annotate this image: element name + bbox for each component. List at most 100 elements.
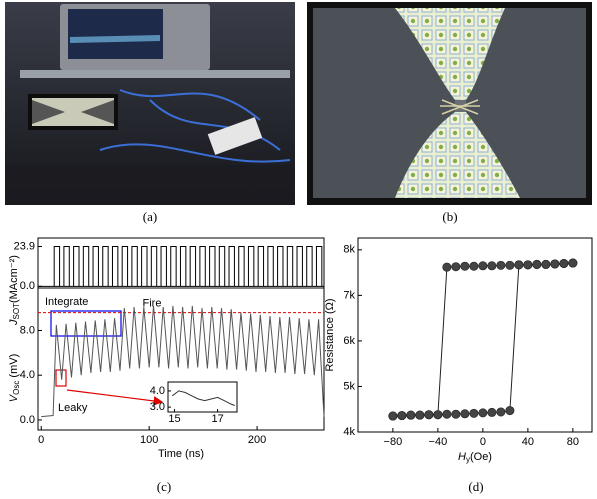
loop-line xyxy=(392,262,573,417)
y-tick-label: 7k xyxy=(343,289,355,301)
pulse xyxy=(53,246,61,287)
pulse xyxy=(63,246,70,287)
label-symbol: J xyxy=(8,319,20,326)
plot-frame xyxy=(357,237,593,433)
pulse xyxy=(218,246,226,287)
pulse xyxy=(296,246,303,287)
x-tick-label: 100 xyxy=(140,434,158,446)
right-pad xyxy=(466,8,586,198)
loop-line xyxy=(392,262,573,417)
waveform xyxy=(41,305,325,418)
pulse xyxy=(189,246,197,287)
pulse xyxy=(131,246,138,287)
x-tick-label: 200 xyxy=(248,434,266,446)
pulse xyxy=(209,246,216,287)
pulse xyxy=(111,246,119,287)
pulse xyxy=(121,246,129,287)
pulse xyxy=(73,246,80,287)
pulse xyxy=(306,246,313,287)
inset-x-tick-label: 15 xyxy=(168,413,180,425)
data-point xyxy=(424,410,434,420)
y-tick-label: 0.0 xyxy=(20,280,35,292)
y-tick-label: 23.9 xyxy=(14,240,35,252)
data-point xyxy=(451,409,461,419)
annotation: Leaky xyxy=(58,402,88,414)
y-tick-label: 6k xyxy=(343,335,355,347)
data-point xyxy=(442,409,452,419)
pulse xyxy=(179,246,187,287)
caption: (b) xyxy=(442,209,457,224)
y-tick-label: 8.0 xyxy=(20,324,35,336)
data-point xyxy=(460,409,470,419)
data-point xyxy=(496,407,506,417)
data-point xyxy=(559,259,569,269)
data-point xyxy=(523,260,533,270)
caption: (a) xyxy=(143,209,157,224)
y-axis-label: Resistance (Ω) xyxy=(324,298,336,371)
integrate-box xyxy=(50,310,122,337)
instrument-label xyxy=(207,117,263,155)
x-tick-label: 0 xyxy=(38,434,44,446)
data-point xyxy=(469,261,479,271)
data-point xyxy=(505,406,515,416)
data-point xyxy=(451,262,461,272)
data-point xyxy=(415,410,425,420)
label-subscript: SOT xyxy=(12,303,21,320)
pulse xyxy=(82,246,90,287)
pulse xyxy=(228,246,235,287)
cables xyxy=(99,89,291,163)
data-point xyxy=(397,411,407,421)
plot-frame xyxy=(37,237,325,289)
pulse xyxy=(257,246,265,287)
pulse xyxy=(286,246,294,287)
label-symbol: H xyxy=(458,451,466,463)
inset-y-tick-label: 3.0 xyxy=(150,401,165,413)
x-axis-label: Time (ns) xyxy=(158,448,204,460)
y-tick-label: 4k xyxy=(343,426,355,438)
zoom-arrow xyxy=(66,389,164,406)
data-point xyxy=(433,410,443,420)
data-point xyxy=(388,411,398,421)
inset-curve xyxy=(171,390,235,406)
data-point xyxy=(478,408,488,418)
label-subscript: Osc xyxy=(12,381,21,395)
bench xyxy=(5,165,295,205)
annotation: Integrate xyxy=(45,296,88,308)
pulse xyxy=(150,246,158,287)
data-point xyxy=(487,261,497,271)
data-point xyxy=(406,410,416,420)
pulse xyxy=(170,246,177,287)
oscilloscope-screen xyxy=(68,9,163,59)
y-tick-label: 0.0 xyxy=(20,414,35,426)
x-tick-label: 0 xyxy=(480,436,486,448)
data-point xyxy=(550,259,560,269)
pulse xyxy=(92,246,99,287)
data-point xyxy=(478,261,488,271)
electrodes xyxy=(440,99,480,115)
label-unit: (MAcm⁻²) xyxy=(8,255,20,303)
data-point xyxy=(496,260,506,270)
pulse xyxy=(247,246,255,287)
x-tick-label: 80 xyxy=(567,436,579,448)
pulse xyxy=(141,246,148,287)
label-unit: (mV) xyxy=(8,354,20,381)
left-pad xyxy=(313,8,455,198)
data-point xyxy=(505,260,515,270)
pulse xyxy=(238,246,245,287)
y-axis-label: JSOT(MAcm⁻²) xyxy=(8,255,21,326)
label-unit: (Oe) xyxy=(470,451,492,463)
pulse xyxy=(267,246,274,287)
y-tick-label: 8k xyxy=(343,244,355,256)
threshold-label: Fire xyxy=(143,298,162,310)
y-tick-label: 5k xyxy=(343,380,355,392)
x-axis-label: Hy(Oe) xyxy=(458,451,492,464)
y-tick-label: 4.0 xyxy=(20,369,35,381)
photo-lab-setup xyxy=(5,2,295,205)
x-tick-label: 40 xyxy=(522,436,534,448)
label-symbol: V xyxy=(8,393,20,402)
pulse xyxy=(102,246,109,287)
photo-device-micrograph xyxy=(307,2,592,205)
y-axis-label: VOsc (mV) xyxy=(8,354,21,402)
